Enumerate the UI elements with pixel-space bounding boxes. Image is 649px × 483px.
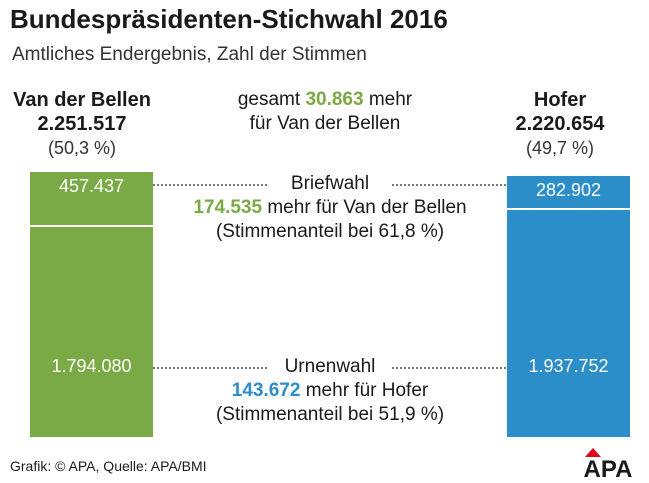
chart-title: Bundespräsidenten-Stichwahl 2016 (10, 4, 448, 34)
bar-vdb-urnenwahl: 1.794.080 (30, 225, 153, 437)
source-footer: Grafik: © APA, Quelle: APA/BMI (10, 458, 207, 474)
left-candidate-name: Van der Bellen (13, 89, 151, 111)
right-candidate-name: Hofer (533, 89, 587, 111)
overall-diff-value: 30.863 (305, 89, 364, 110)
bar-separator-left (30, 224, 153, 227)
left-candidate-header: Van der Bellen 2.251.517 (50,3 %) (2, 88, 162, 160)
bar-hofer-briefwahl: 282.902 (507, 175, 630, 209)
overall-diff-prefix: gesamt (237, 89, 301, 110)
briefwahl-diff-value: 174.535 (193, 197, 263, 218)
bar-label-hofer-urnenwahl: 1.937.752 (528, 355, 609, 376)
chart-subtitle: Amtliches Endergebnis, Zahl der Stimmen (12, 44, 367, 65)
apa-logo-text: APA (584, 456, 633, 478)
urnenwahl-share: (Stimmenanteil bei 51,9 %) (215, 404, 445, 425)
connector-briefwahl-left (153, 184, 267, 186)
urnenwahl-annotation: Urnenwahl 143.672 mehr für Hofer (Stimme… (155, 355, 505, 427)
bar-separator-right (507, 207, 630, 210)
left-candidate-total: 2.251.517 (37, 113, 127, 135)
overall-diff-line2: für Van der Bellen (249, 113, 401, 134)
briefwahl-annotation: Briefwahl 174.535 mehr für Van der Belle… (155, 172, 505, 244)
bar-label-vdb-briefwahl: 457.437 (58, 176, 125, 196)
connector-urnenwahl-right (392, 367, 506, 369)
right-candidate-total: 2.220.654 (515, 113, 605, 135)
apa-logo-icon: APA (584, 448, 633, 483)
bar-hofer-urnenwahl: 1.937.752 (507, 208, 630, 437)
briefwahl-label: Briefwahl (290, 173, 370, 194)
bar-label-vdb-urnenwahl: 1.794.080 (51, 355, 132, 376)
urnenwahl-diff-value: 143.672 (231, 380, 301, 401)
overall-difference: gesamt 30.863 mehr für Van der Bellen (200, 88, 450, 136)
bar-vdb-briefwahl: 457.437 (30, 172, 153, 226)
connector-briefwahl-right (392, 184, 506, 186)
apa-logo: APA (573, 448, 643, 483)
right-candidate-share: (49,7 %) (525, 138, 595, 158)
urnenwahl-label: Urnenwahl (284, 356, 376, 377)
overall-diff-suffix: mehr (368, 89, 413, 110)
connector-urnenwahl-left (153, 367, 267, 369)
briefwahl-share: (Stimmenanteil bei 61,8 %) (215, 221, 445, 242)
bar-label-hofer-briefwahl: 282.902 (535, 179, 602, 200)
right-candidate-header: Hofer 2.220.654 (49,7 %) (480, 88, 640, 160)
briefwahl-diff-text: mehr für Van der Bellen (267, 197, 467, 218)
left-candidate-share: (50,3 %) (47, 138, 117, 158)
urnenwahl-diff-text: mehr für Hofer (305, 380, 429, 401)
